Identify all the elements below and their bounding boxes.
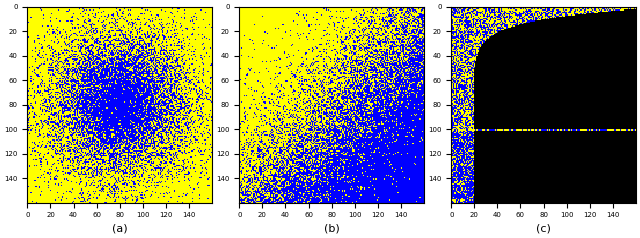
X-axis label: (a): (a): [112, 224, 127, 234]
X-axis label: (c): (c): [536, 224, 551, 234]
X-axis label: (b): (b): [324, 224, 339, 234]
